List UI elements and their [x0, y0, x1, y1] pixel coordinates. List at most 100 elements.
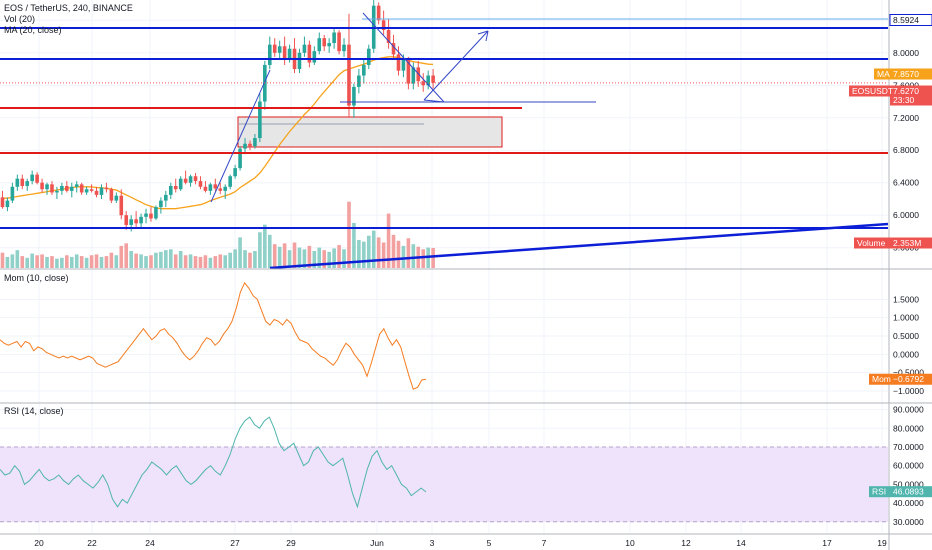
volume-bar [94, 254, 99, 268]
ma-price-tag-prefix: MA [877, 69, 890, 79]
candle-body [391, 43, 396, 55]
volume-bar [223, 255, 228, 268]
candle-body [114, 195, 119, 201]
volume-tag-bg [890, 237, 932, 249]
volume-bar [332, 248, 336, 268]
last-price-tag-prefix: EOSUSDT [852, 86, 893, 96]
candle-body [109, 189, 114, 201]
rsi-tick-label: 50.0000 [893, 479, 924, 489]
ma-price-tag-prefix-bg [874, 68, 890, 80]
time-tick-label: 12 [681, 538, 691, 548]
ma-price-tag-bg [890, 68, 932, 80]
volume-tag-prefix-bg [854, 237, 890, 249]
time-tick-label: 19 [877, 538, 887, 548]
candle-body [337, 32, 341, 52]
candle-body [84, 189, 89, 193]
volume-bar [362, 241, 366, 268]
volume-bar [282, 243, 287, 268]
momentum-line [0, 281, 427, 390]
candle-body [10, 186, 15, 201]
volume-bar [322, 250, 327, 268]
volume-bar [317, 247, 322, 268]
volume-bar [139, 254, 143, 268]
volume-bar [198, 256, 203, 268]
ma-line [2, 56, 434, 210]
last-price-tag-value: 7.6270 [893, 86, 919, 96]
candle-body [15, 178, 20, 187]
candle-body [65, 185, 69, 191]
momentum-tag-prefix-bg [869, 373, 890, 385]
momentum-tick-label: 1.5000 [893, 294, 919, 304]
rsi-line [0, 416, 427, 509]
price-tick-label: 7.2000 [893, 113, 919, 123]
last-price-tag-bg [890, 85, 932, 97]
candle-body [173, 185, 178, 190]
candle-body [248, 143, 252, 147]
volume-indicator-label: Vol (20) [4, 14, 35, 24]
rsi-tag-value: 46.0893 [893, 487, 924, 497]
ma-price-tag-value: 7.8570 [893, 69, 919, 79]
volume-bar [20, 256, 25, 268]
surge-trendline [210, 69, 271, 203]
candle-body [154, 207, 158, 219]
rsi-indicator-label: RSI (14, close) [4, 406, 64, 416]
volume-bar [352, 222, 356, 268]
time-tick-label: 24 [145, 538, 155, 548]
drawings-back [237, 116, 503, 148]
time-tick-label: 5 [487, 538, 492, 548]
volume-bar [149, 255, 153, 268]
price-tick-label: 8.0000 [893, 48, 919, 58]
candle-body [302, 44, 307, 53]
volume-bar [213, 256, 218, 268]
volume-bar [104, 256, 109, 268]
rsi-tick-label: 70.0000 [893, 442, 924, 452]
volume-bar [99, 256, 104, 268]
candle-body [213, 184, 218, 189]
volume-bar [263, 224, 267, 268]
volume-bar [347, 201, 351, 268]
volume-bar [168, 249, 173, 268]
volume-bar [233, 249, 237, 268]
candle-body [396, 54, 401, 71]
candle-body [277, 46, 282, 53]
candle-body [168, 185, 173, 195]
candle-body [74, 184, 79, 187]
candle-body [386, 30, 391, 44]
volume-bar [203, 255, 208, 268]
rsi-tag-prefix-bg [869, 486, 890, 498]
volume-bar [391, 234, 396, 268]
candle-body [307, 44, 312, 63]
volume-tag-prefix: Volume [857, 238, 886, 248]
candle-body [357, 75, 361, 87]
volume-bar [258, 232, 262, 268]
volume-bar [228, 252, 232, 268]
volume-bar [114, 255, 119, 268]
momentum-tick-label: 0.5000 [893, 331, 919, 341]
time-tick-label: 3 [430, 538, 435, 548]
drawings[interactable] [0, 12, 889, 270]
candle-body [233, 168, 237, 177]
candle-body [272, 44, 277, 53]
projection-arrow-line [423, 30, 489, 101]
time-tick-label: 29 [286, 538, 296, 548]
volume-bars [0, 201, 435, 268]
volume-bar [297, 247, 302, 268]
candle-body [228, 176, 232, 187]
momentum-tag-bg [890, 373, 932, 385]
volume-bar [35, 255, 39, 268]
candle-body [238, 148, 242, 169]
volume-bar [119, 245, 124, 268]
volume-bar [65, 255, 69, 268]
volume-bar [79, 256, 84, 268]
candle-body [431, 75, 435, 83]
candle-body [5, 200, 10, 208]
candle-body [99, 187, 104, 195]
candles[interactable] [0, 0, 435, 232]
candle-body [297, 52, 302, 70]
rsi-overbought-oversold-band [0, 447, 888, 522]
volume-bar [208, 257, 213, 268]
candle-body [317, 38, 322, 52]
candle-body [55, 190, 59, 193]
